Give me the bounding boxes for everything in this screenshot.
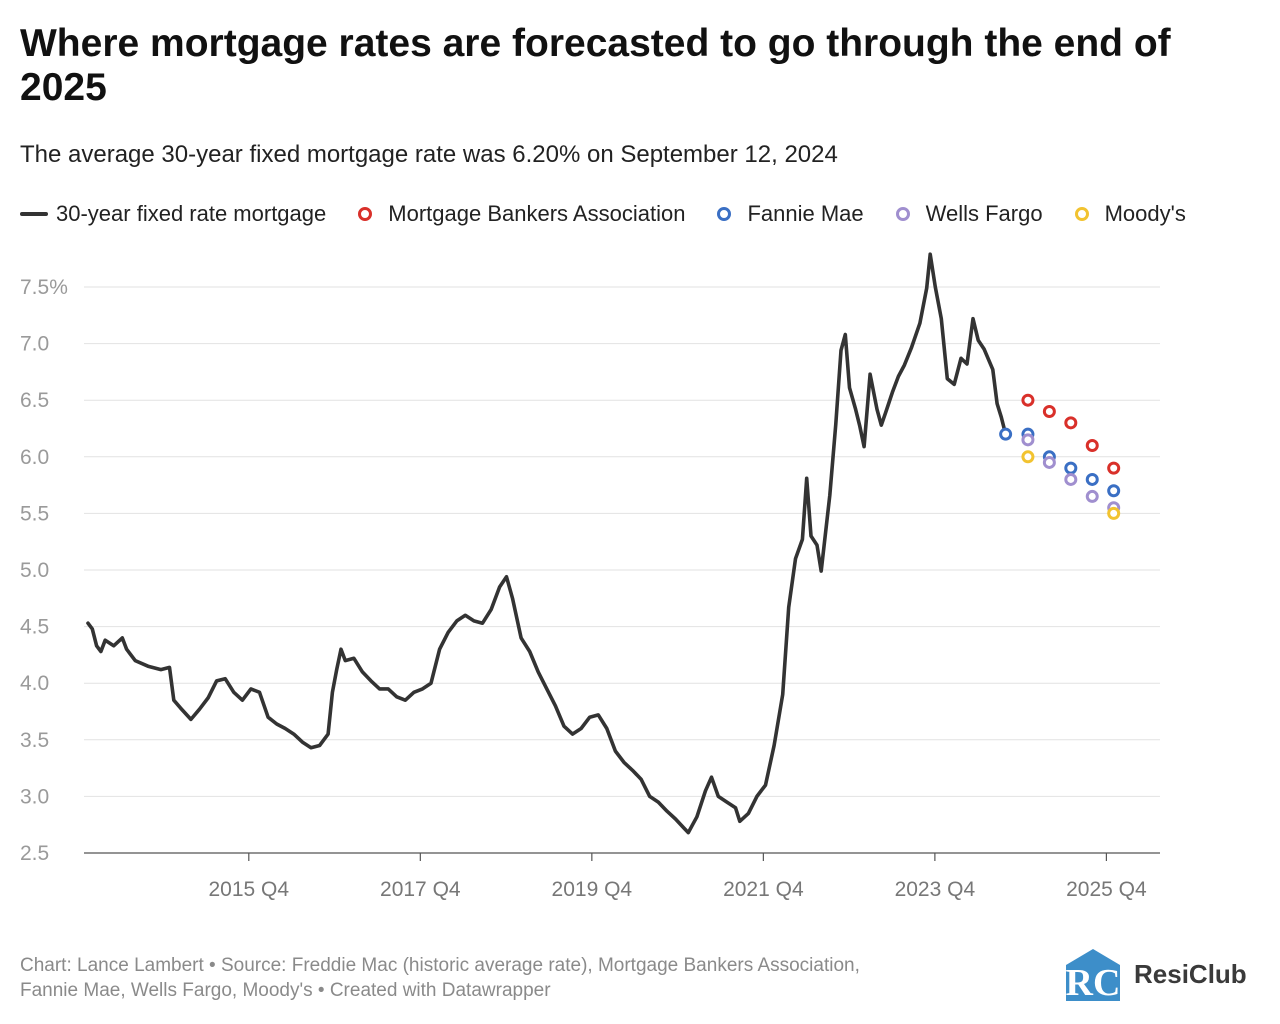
forecast-point-wells-fargo	[1064, 472, 1078, 486]
y-tick-label: 2.5	[20, 842, 49, 865]
forecast-point-moody-s	[1107, 506, 1121, 520]
forecast-point-mortgage-bankers-association	[1107, 461, 1121, 475]
y-tick-label: 3.5	[20, 729, 49, 752]
forecast-point-mortgage-bankers-association	[1021, 393, 1035, 407]
forecast-point-moody-s	[1021, 450, 1035, 464]
legend-label: Wells Fargo	[925, 201, 1043, 226]
forecast-point-fannie-mae	[1064, 461, 1078, 475]
y-tick-label: 5.5	[20, 502, 49, 525]
legend-item-30-year-fixed: 30-year fixed rate mortgage	[20, 201, 326, 227]
legend-item-wells-fargo: Wells Fargo	[892, 201, 1043, 227]
footer-credit-line-2: Fannie Mae, Wells Fargo, Moody's • Creat…	[20, 980, 551, 1001]
forecast-point-wells-fargo	[1042, 455, 1056, 469]
forecast-point-wells-fargo	[1021, 433, 1035, 447]
legend-label: Fannie Mae	[747, 201, 864, 226]
forecast-point-wells-fargo	[1085, 489, 1099, 503]
legend-dot-swatch	[895, 207, 910, 221]
x-tick-label: 2021 Q4	[723, 878, 804, 901]
legend-label: Moody's	[1104, 201, 1186, 226]
logo-text: ResiClub	[1134, 958, 1247, 989]
forecast-point-mortgage-bankers-association	[1064, 416, 1078, 430]
forecast-point-mortgage-bankers-association	[1042, 405, 1056, 419]
forecast-point-fannie-mae	[1107, 484, 1121, 498]
y-tick-label: 5.0	[20, 559, 49, 582]
chart-footer: Chart: Lance Lambert • Source: Freddie M…	[20, 953, 1020, 1003]
resiclub-logo-icon: RC	[1066, 949, 1121, 1003]
svg-text:RC: RC	[1066, 962, 1121, 1003]
mortgage-rate-chart: 7.5% 7.0 6.5 6.0 5.5 5.0 4.5 4.0 3.5 3.0 2.5 2015 Q…	[20, 252, 1160, 901]
forecast-point-fannie-mae	[999, 427, 1013, 441]
resiclub-logo: RC ResiClub	[1064, 944, 1264, 1004]
forecast-point-fannie-mae	[1085, 472, 1099, 486]
legend-line-swatch	[20, 212, 48, 216]
y-tick-label: 7.0	[20, 333, 49, 356]
x-tick-label: 2015 Q4	[209, 878, 290, 901]
x-tick-label: 2017 Q4	[380, 878, 461, 901]
y-tick-label: 7.5%	[20, 276, 68, 299]
x-tick-label: 2025 Q4	[1066, 878, 1147, 901]
y-tick-label: 6.5	[20, 389, 49, 412]
chart-title: Where mortgage rates are forecasted to g…	[20, 22, 1171, 109]
legend-dot-swatch	[358, 207, 373, 221]
series-line-30-year-fixed	[86, 252, 1008, 835]
chart-subtitle: The average 30-year fixed mortgage rate …	[20, 141, 838, 168]
legend-label: 30-year fixed rate mortgage	[56, 201, 327, 226]
y-tick-label: 4.0	[20, 672, 49, 695]
x-tick-label: 2023 Q4	[895, 878, 976, 901]
y-tick-label: 4.5	[20, 616, 49, 639]
legend-dot-swatch	[717, 207, 732, 221]
legend-label: Mortgage Bankers Association	[388, 201, 686, 226]
legend-item-moodys: Moody's	[1071, 201, 1186, 227]
forecast-point-mortgage-bankers-association	[1085, 438, 1099, 452]
legend-item-fannie-mae: Fannie Mae	[713, 201, 864, 227]
chart-legend: 30-year fixed rate mortgage Mortgage Ban…	[20, 200, 1186, 228]
x-tick-label: 2019 Q4	[552, 878, 633, 901]
y-tick-label: 3.0	[20, 785, 49, 808]
legend-item-mba: Mortgage Bankers Association	[354, 201, 685, 227]
legend-dot-swatch	[1074, 207, 1089, 221]
y-tick-label: 6.0	[20, 446, 49, 469]
footer-credit-line-1: Chart: Lance Lambert • Source: Freddie M…	[20, 955, 860, 976]
